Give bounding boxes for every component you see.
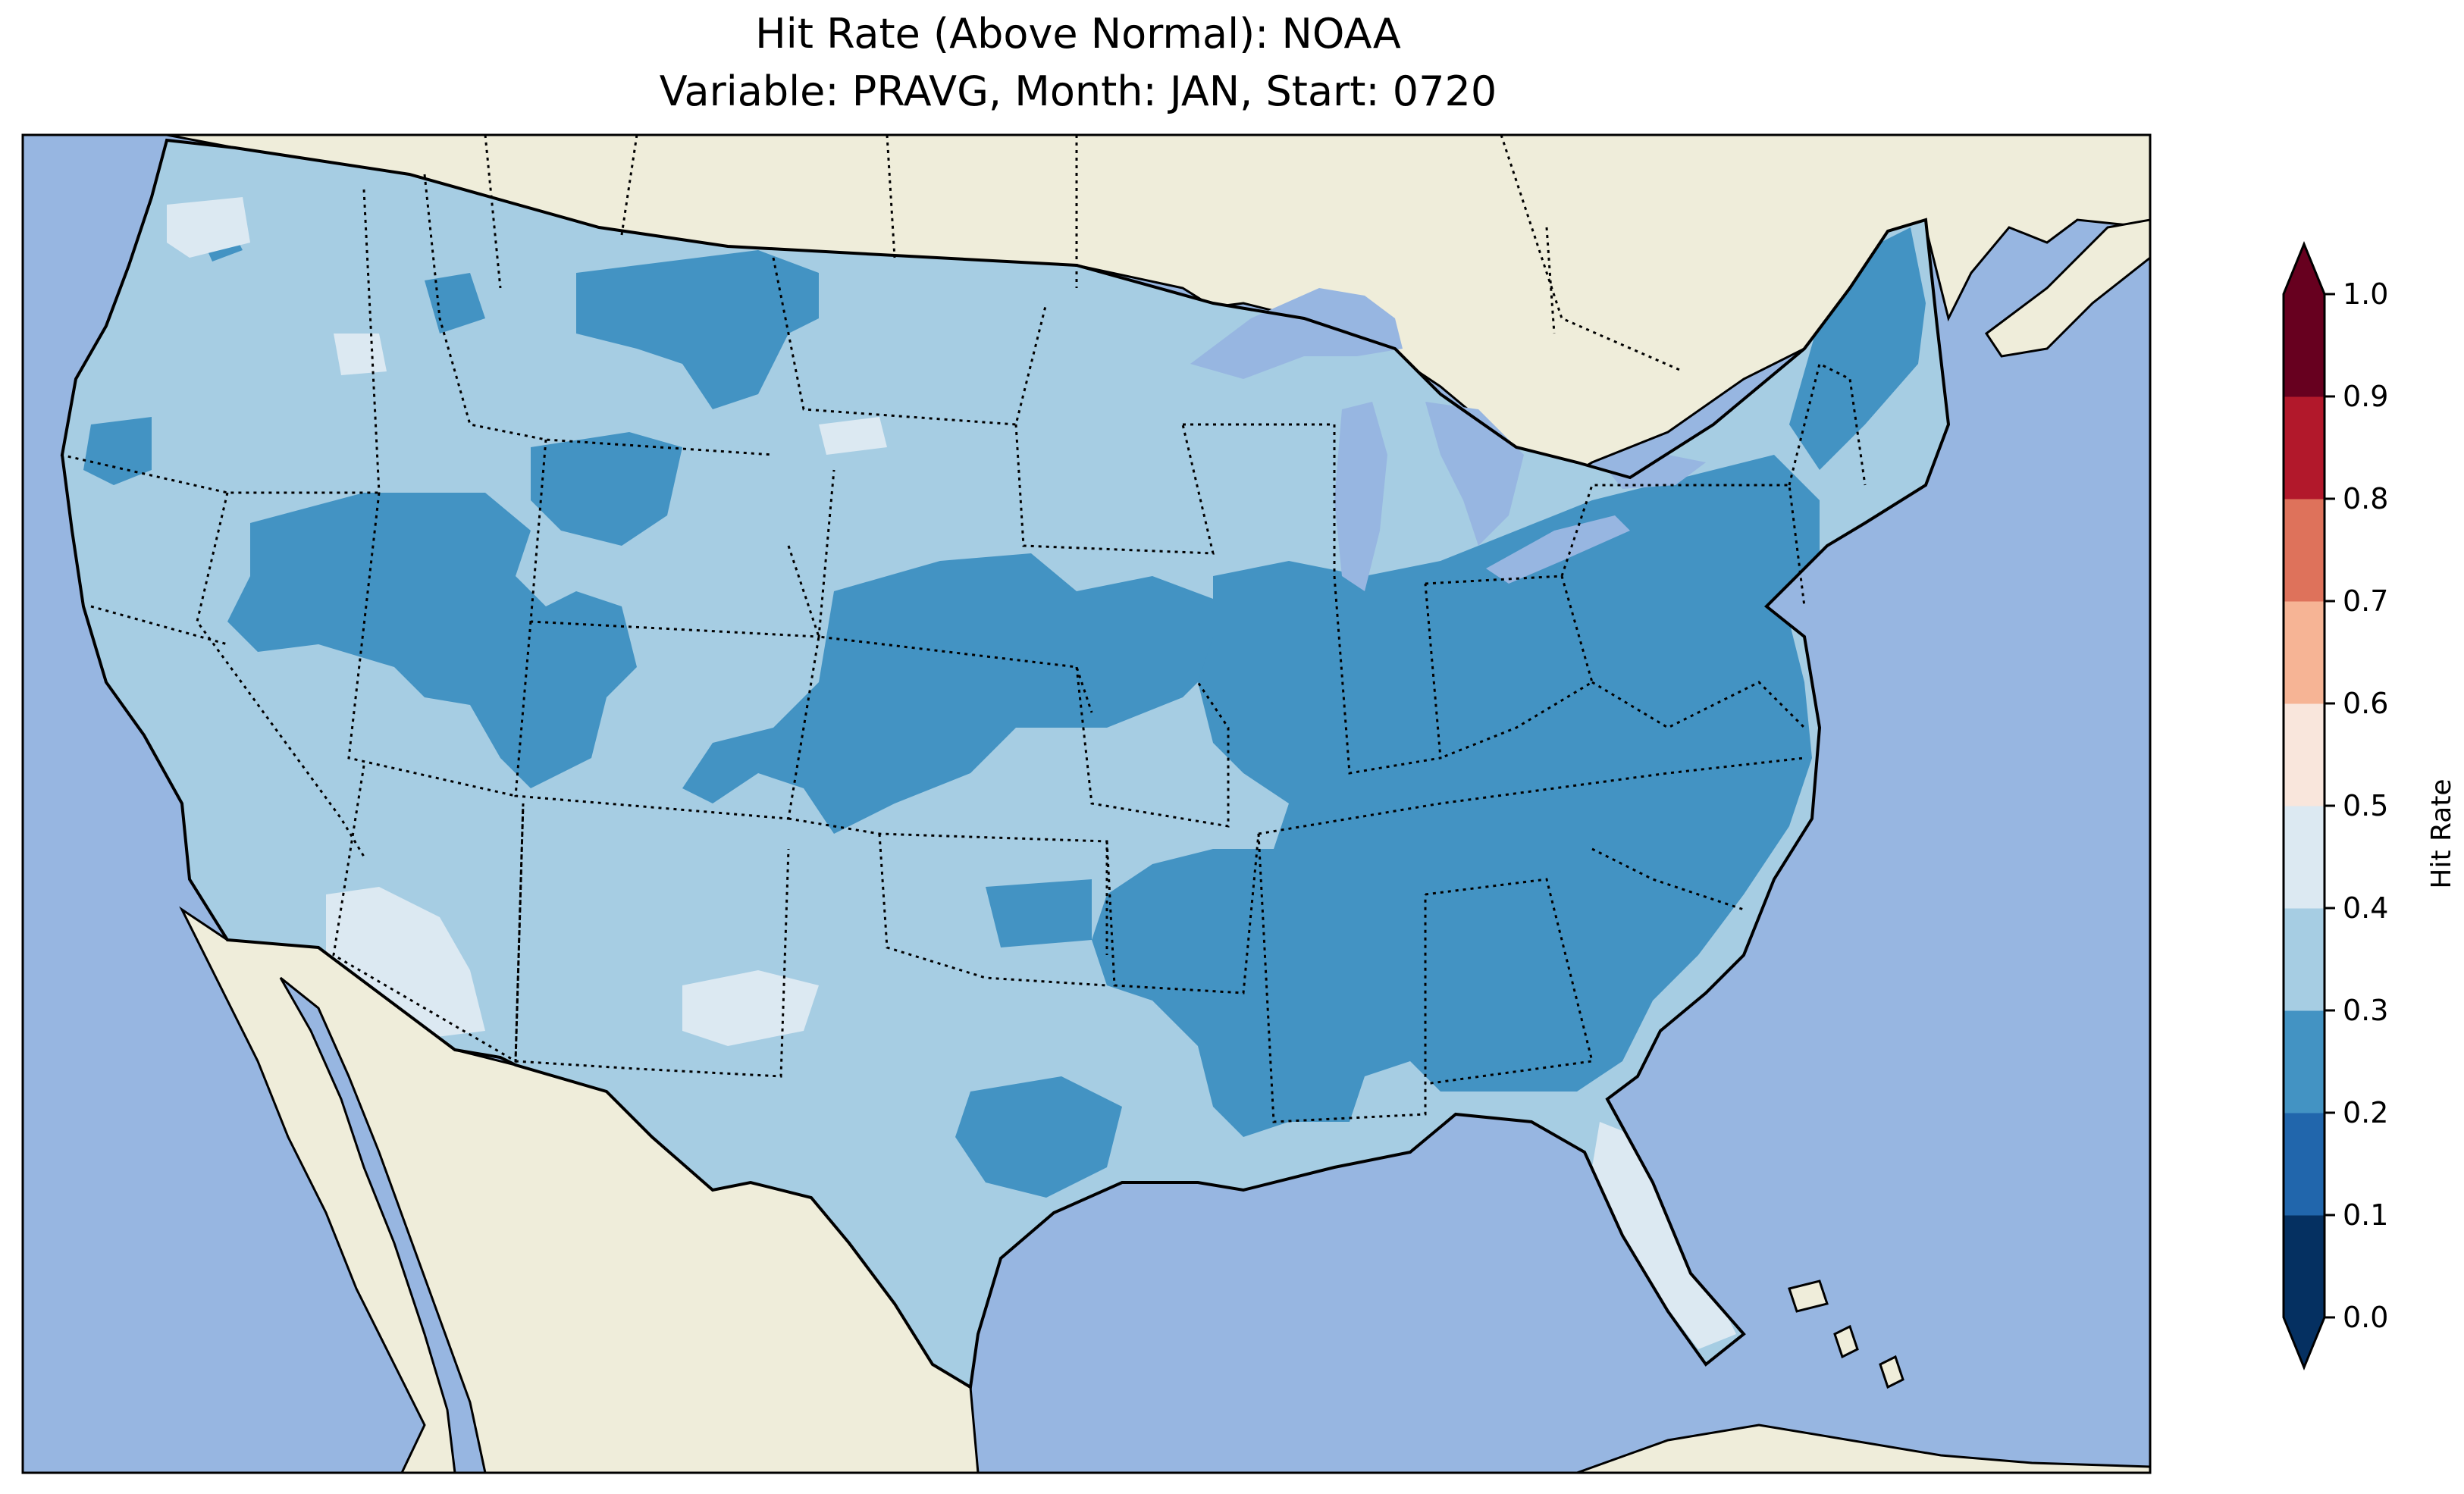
colorbar-tick-label: 0.1 [2343, 1198, 2388, 1232]
hit-rate-field [83, 197, 1926, 1349]
field-patch-east [1092, 455, 1820, 1137]
colorbar-tick-label: 0.3 [2343, 994, 2388, 1027]
field-patch-wyoming [531, 432, 682, 546]
colorbar-tick-label: 1.0 [2343, 277, 2388, 311]
field-patch-pacific-northwest [167, 197, 250, 258]
colorbar-bin [2284, 294, 2324, 397]
colorbar: 0.0 0.1 0.2 0.3 0.4 0.5 0.6 0.7 0.8 0.9 1.0 Hit Ra… [2282, 241, 2457, 1370]
border-canada-provinces [484, 135, 1684, 373]
state-borders [60, 135, 1867, 1123]
border-ga-fl [1425, 878, 1594, 1085]
colorbar-bin [2284, 703, 2324, 807]
lake-michigan [1334, 402, 1387, 591]
border-nv-ut [347, 492, 516, 797]
colorbar-tick-label: 0.2 [2343, 1096, 2388, 1129]
field-patch-oklahoma [986, 879, 1092, 947]
land-canada [166, 135, 2150, 487]
land-maritimes [1984, 218, 2150, 358]
colorbar-bin [2284, 396, 2324, 500]
colorbar-bin [2284, 601, 2324, 704]
colorbar-bin [2284, 499, 2324, 602]
colorbar-tick-label: 0.8 [2343, 482, 2388, 515]
border-wi-mi [1183, 423, 1336, 576]
colorbar-tick-label: 0.6 [2343, 687, 2388, 720]
field-patch-new-mexico [682, 970, 819, 1046]
colorbar-bin [2284, 1215, 2324, 1318]
lake-ontario [1607, 455, 1706, 489]
land-cuba [1576, 1424, 2150, 1473]
border-ok [788, 817, 1108, 955]
colorbar-label: Hit Rate [2426, 778, 2457, 888]
field-0.2-0.3 [83, 220, 1926, 1198]
field-0.4-0.5 [167, 197, 1736, 1349]
colorbar-tick-label: 0.7 [2343, 584, 2388, 618]
colorbar-bin [2284, 806, 2324, 909]
border-mn-ia [1014, 424, 1215, 555]
border-dakotas [772, 257, 1048, 426]
field-patch-great-basin [227, 493, 637, 788]
border-il-in [1333, 575, 1442, 775]
colorbar-bin [2284, 908, 2324, 1011]
border-or-ca [90, 605, 228, 646]
field-patch-south-dakota [819, 417, 887, 455]
chart-title-line2: Variable: PRAVG, Month: JAN, Start: 0720 [659, 67, 1497, 115]
field-patch-south-texas [955, 1076, 1122, 1198]
border-nc-sc [1591, 847, 1745, 911]
border-nm-tx [514, 803, 790, 1078]
lake-erie [1486, 515, 1630, 584]
border-wy [529, 439, 835, 638]
border-new-england [1788, 362, 1867, 486]
field-patch-florida [1592, 1122, 1736, 1349]
colorbar-bin [2284, 1113, 2324, 1216]
colorbar-over-arrow [2284, 244, 2324, 294]
map-frame [21, 133, 2152, 1474]
gulf-of-california [279, 976, 487, 1473]
field-patch-oregon [83, 417, 152, 485]
colorbar-tick-label: 0.5 [2343, 789, 2388, 822]
land-bahamas [1788, 1279, 1904, 1389]
field-patch-montana [576, 250, 819, 409]
colorbar-tick-label: 0.4 [2343, 891, 2388, 925]
chart-title-line1: Hit Rate (Above Normal): NOAA [755, 10, 1401, 58]
border-va-wv [1591, 681, 1806, 729]
colorbar-under-arrow [2284, 1317, 2324, 1367]
border-pa-ny [1560, 484, 1806, 607]
border-tn-ky [1258, 756, 1805, 835]
colorbar-tick-label: 0.9 [2343, 380, 2388, 413]
field-patch-idaho [334, 334, 387, 375]
border-id-west [362, 189, 381, 493]
border-mo [1075, 666, 1230, 828]
field-patch-plains [682, 553, 1228, 834]
lake-huron [1425, 402, 1524, 546]
us-coastline [60, 138, 1951, 1390]
colorbar-tick-label: 0.0 [2343, 1301, 2388, 1334]
great-lakes [1190, 288, 1706, 591]
field-patch-new-england [1789, 227, 1926, 470]
border-ne-ks [787, 545, 1093, 713]
colorbar-bin [2284, 1010, 2324, 1113]
border-oh [1425, 575, 1594, 760]
colorbar-ticks: 0.0 0.1 0.2 0.3 0.4 0.5 0.6 0.7 0.8 0.9 1.0 [2324, 277, 2388, 1334]
border-co [514, 621, 820, 820]
lake-superior [1190, 288, 1403, 379]
colorbar-bins [2284, 294, 2324, 1318]
border-ms-al [1257, 833, 1427, 1123]
